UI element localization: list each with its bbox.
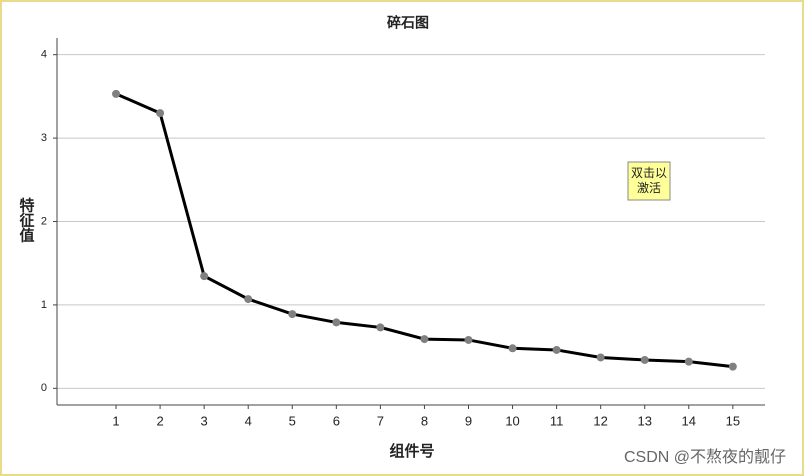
point <box>288 310 297 319</box>
x-tick-label: 4 <box>245 413 252 428</box>
point <box>376 323 385 332</box>
y-tick-label: 2 <box>41 215 47 227</box>
x-tick-label: 8 <box>421 413 428 428</box>
point <box>728 362 737 371</box>
x-tick-label: 15 <box>726 413 740 428</box>
y-tick-label: 1 <box>41 299 47 311</box>
y-tick-label: 0 <box>41 382 47 394</box>
point <box>640 355 649 364</box>
annotation: 双击以 <box>631 166 667 180</box>
x-axis-label: 组件号 <box>389 442 434 460</box>
x-tick-label: 1 <box>112 413 119 428</box>
y-tick-label: 4 <box>41 49 47 61</box>
point <box>596 353 605 362</box>
chart-title: 碎石图 <box>387 15 429 31</box>
x-tick-label: 13 <box>637 413 651 428</box>
watermark: CSDN @不熬夜的靓仔 <box>624 447 786 466</box>
x-tick-label: 6 <box>333 413 340 428</box>
point <box>552 345 561 354</box>
x-tick-label: 9 <box>465 413 472 428</box>
point <box>244 295 253 304</box>
x-tick-label: 5 <box>289 413 296 428</box>
x-tick-label: 11 <box>550 413 564 428</box>
y-axis-label: 特征值 <box>18 197 35 243</box>
y-tick-label: 3 <box>41 132 47 144</box>
point <box>464 335 473 344</box>
annotation: 激活 <box>637 181 661 195</box>
point <box>684 357 693 366</box>
x-tick-label: 14 <box>682 413 696 428</box>
point <box>420 335 429 344</box>
x-tick-label: 7 <box>377 413 384 428</box>
x-tick-label: 12 <box>593 413 607 428</box>
point <box>156 109 165 118</box>
x-tick-label: 3 <box>201 413 208 428</box>
annotation-box <box>627 161 671 201</box>
point <box>200 272 209 281</box>
point <box>112 89 121 98</box>
x-tick-label: 2 <box>156 413 163 428</box>
x-tick-label: 10 <box>505 413 519 428</box>
point <box>332 318 341 327</box>
point <box>508 344 517 353</box>
